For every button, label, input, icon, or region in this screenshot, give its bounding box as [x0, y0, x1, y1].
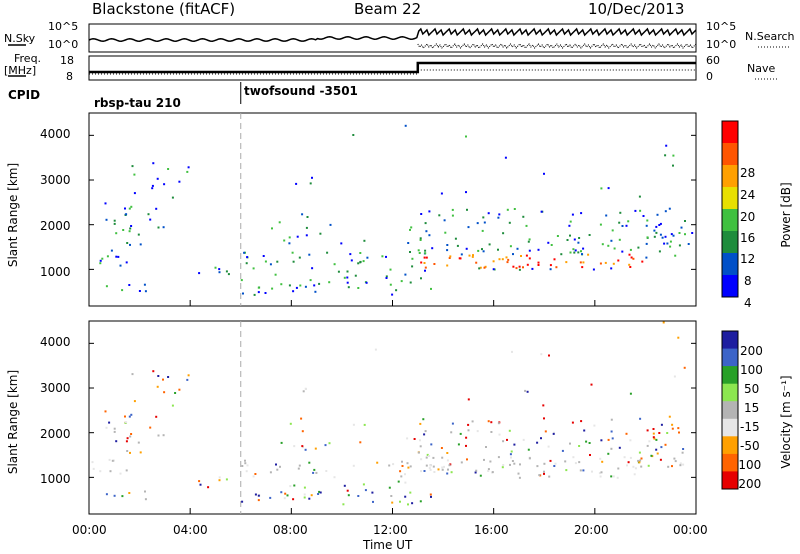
velocity-panel-frame — [88, 320, 697, 515]
vel-cb-tick-m15: -15 — [740, 420, 760, 434]
station-title: Blackstone (fitACF) — [92, 0, 236, 18]
power-colorbar-segment — [722, 121, 738, 144]
power-cb-tick-4: 4 — [744, 296, 752, 310]
xtick-12: 12:00 — [373, 523, 408, 537]
nsky-tick-top: 10^5 — [48, 20, 79, 33]
velocity-colorbar-segment — [722, 348, 738, 367]
nsearch-line — [417, 43, 697, 49]
velocity-colorbar-segment — [722, 366, 738, 385]
xtick-20: 20:00 — [574, 523, 609, 537]
power-ytick-3000: 3000 — [40, 173, 71, 187]
velocity-colorbar-segment — [722, 418, 738, 437]
velocity-colorbar-segment — [722, 436, 738, 455]
nsearch-tick-bottom: 10^0 — [706, 38, 737, 51]
power-cb-tick-20: 20 — [740, 210, 756, 224]
date-title: 10/Dec/2013 — [588, 0, 685, 18]
cpid-program-2: twofsound -3501 — [244, 84, 358, 98]
xtick-0: 00:00 — [72, 523, 107, 537]
freq-line — [89, 61, 696, 74]
power-cb-tick-12: 12 — [740, 252, 756, 266]
power-ytick-4000: 4000 — [40, 127, 71, 141]
vel-cb-tick-m200: -200 — [734, 477, 762, 491]
freq-panel-frame — [88, 55, 697, 81]
velocity-colorbar-segment — [722, 453, 738, 472]
nave-tick-bottom: 0 — [706, 70, 713, 83]
vel-cb-tick-m50: -50 — [740, 439, 760, 453]
velocity-colorbar-segment — [722, 471, 738, 490]
xtick-24: 00:00 — [673, 523, 708, 537]
cpid-program-1: rbsp-tau 210 — [94, 96, 181, 110]
nsky-tick-bottom: 10^0 — [48, 38, 79, 51]
vel-cb-tick-15: 15 — [744, 401, 760, 415]
nsearch-tick-top: 10^5 — [706, 20, 737, 33]
nsky-label: N.Sky — [4, 32, 36, 45]
vel-cb-tick-100: 100 — [740, 363, 763, 377]
vel-ytick-2000: 2000 — [40, 427, 71, 441]
xtick-16: 16:00 — [474, 523, 509, 537]
xlabel: Time UT — [363, 538, 413, 552]
cpid-label: CPID — [8, 88, 41, 102]
noise-panel-frame — [88, 23, 697, 53]
power-colorbar-frame — [721, 120, 739, 298]
nave-tick-top: 60 — [706, 54, 720, 67]
power-ytick-2000: 2000 — [40, 219, 71, 233]
vel-cb-tick-m100: -100 — [734, 458, 762, 472]
nsearch-label: N.Search — [745, 30, 795, 43]
vel-cb-tick-200: 200 — [740, 344, 763, 358]
vel-ytick-1000: 1000 — [40, 472, 71, 486]
nsky-line — [88, 27, 697, 42]
power-colorbar-segment — [722, 209, 738, 232]
beam-title: Beam 22 — [354, 0, 422, 18]
freq-label: Freq. — [14, 52, 42, 65]
xtick-4: 04:00 — [173, 523, 208, 537]
power-colorbar-segment — [722, 143, 738, 166]
velocity-colorbar-segment — [722, 331, 738, 350]
velocity-colorbar-segment — [722, 383, 738, 402]
power-ytick-1000: 1000 — [40, 265, 71, 279]
vel-ytick-3000: 3000 — [40, 381, 71, 395]
power-cb-tick-24: 24 — [740, 188, 756, 202]
nave-line — [89, 69, 696, 75]
power-colorbar-segment — [722, 253, 738, 276]
power-colorbar-segment — [722, 165, 738, 188]
velocity-colorbar-segment — [722, 401, 738, 420]
power-cb-tick-28: 28 — [740, 166, 756, 180]
power-colorbar-segment — [722, 187, 738, 210]
freq-tick-top: 18 — [60, 54, 74, 67]
power-scatter-cells — [99, 124, 694, 296]
nave-label: Nave — [747, 62, 776, 75]
power-colorbar-segment — [722, 275, 738, 298]
freq-tick-bottom: 8 — [66, 70, 73, 83]
velocity-colorbar-frame — [721, 330, 739, 490]
vel-ytick-4000: 4000 — [40, 335, 71, 349]
power-cb-tick-16: 16 — [740, 231, 756, 245]
power-cb-tick-8: 8 — [744, 274, 752, 288]
freq-unit-label: [MHz] — [4, 64, 37, 77]
power-panel-frame — [88, 112, 697, 307]
velocity-scatter-cells — [91, 321, 686, 506]
power-colorbar-segment — [722, 231, 738, 254]
vel-cb-tick-50: 50 — [744, 382, 760, 396]
xtick-8: 08:00 — [273, 523, 308, 537]
